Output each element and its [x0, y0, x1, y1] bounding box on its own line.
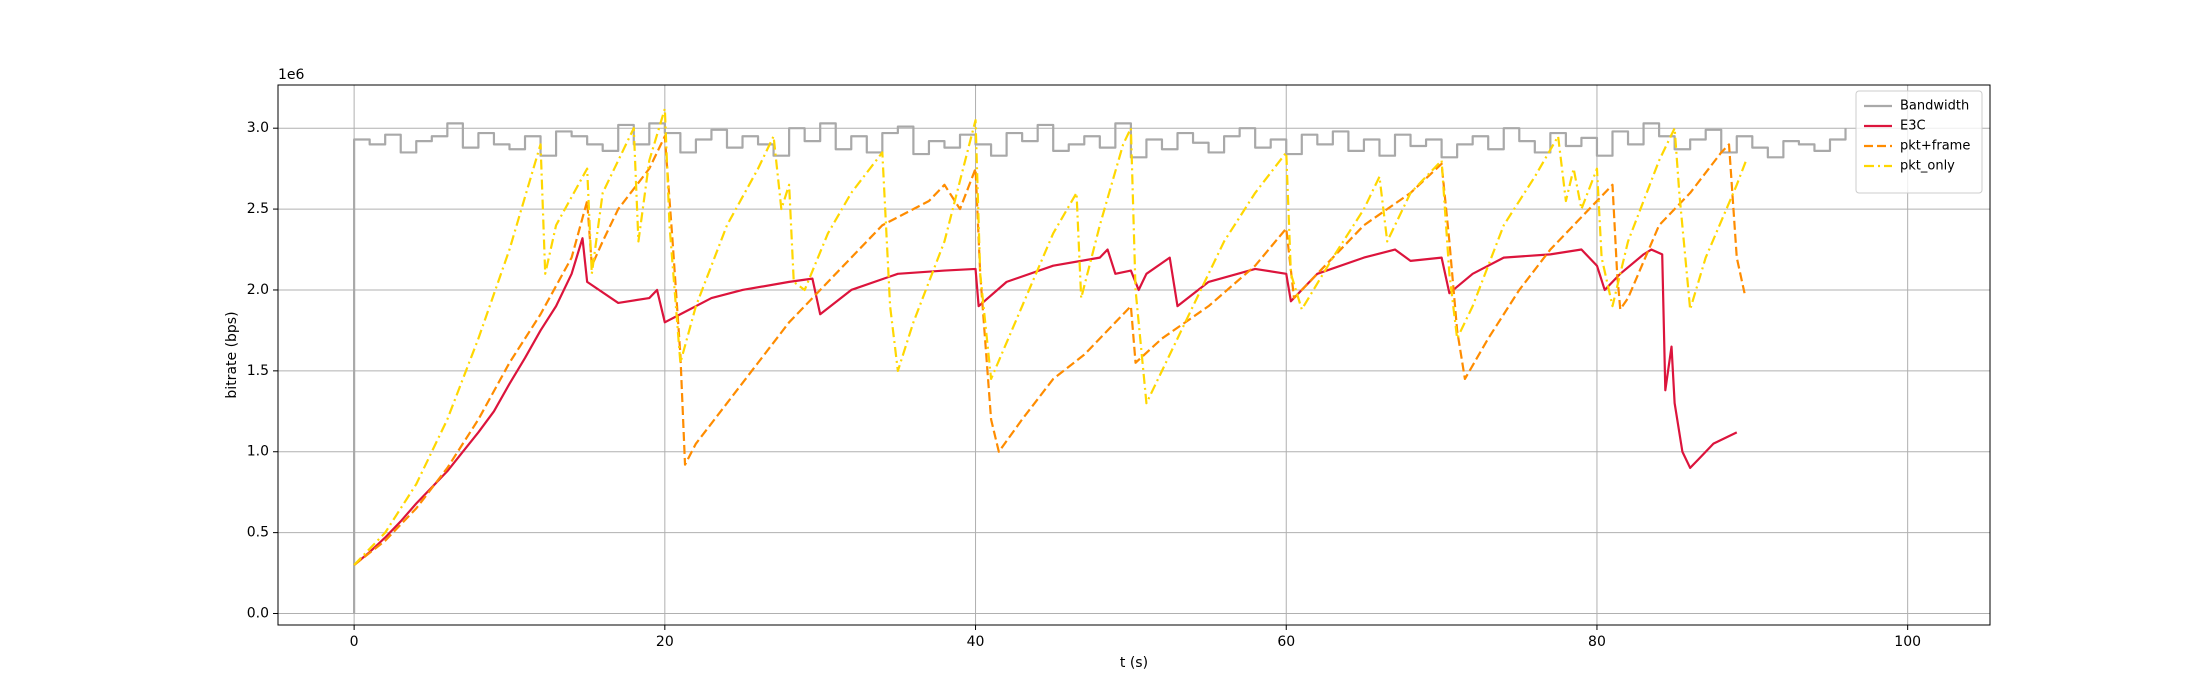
y-tick-label: 0.0: [247, 606, 269, 622]
legend: Bandwidth E3C pkt+frame pkt_only: [1855, 90, 1983, 194]
plot-area: [353, 107, 1847, 614]
x-tick-label: 80: [1588, 634, 1606, 650]
y-tick-label: 3.0: [247, 120, 269, 136]
series-line: [353, 237, 1738, 566]
legend-label: E3C: [1900, 119, 1926, 134]
y-offset-label: 1e6: [278, 67, 305, 83]
series-line: [353, 135, 1746, 566]
y-tick-label: 2.0: [247, 282, 269, 298]
axes-frame: [277, 84, 1991, 626]
y-axis-label: bitrate (bps): [224, 311, 240, 398]
x-tick-label: 100: [1894, 634, 1921, 650]
y-tick-label: 0.5: [247, 525, 269, 541]
series-line: [353, 107, 1748, 566]
y-tick-label: 1.5: [247, 363, 269, 379]
x-tick-label: 60: [1277, 634, 1295, 650]
x-axis-label: t (s): [1120, 655, 1148, 671]
y-tick-label: 2.5: [247, 201, 269, 217]
x-tick-label: 20: [656, 634, 674, 650]
x-tick-label: 0: [350, 634, 359, 650]
legend-label: pkt+frame: [1900, 139, 1970, 154]
legend-box: [1855, 90, 1983, 194]
y-tick-label: 1.0: [247, 444, 269, 460]
legend-label: pkt_only: [1900, 159, 1955, 174]
legend-label: Bandwidth: [1900, 99, 1969, 114]
x-tick-label: 40: [967, 634, 985, 650]
series-line: [353, 122, 1847, 614]
